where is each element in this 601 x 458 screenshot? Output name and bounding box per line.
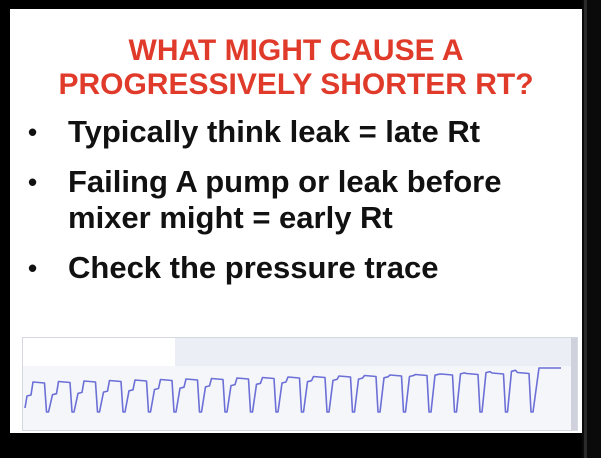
slide-title: WHAT MIGHT CAUSE A PROGRESSIVELY SHORTER…: [10, 34, 582, 102]
bullet-dot-icon: •: [28, 117, 38, 147]
bullet-text-continued: mixer might = early Rt: [68, 200, 393, 235]
trace-scrollbar: [571, 338, 577, 430]
bullet-list: • Typically think leak = late Rt • Faili…: [28, 114, 588, 300]
pressure-trace-line: [24, 367, 561, 413]
pressure-trace-image: [22, 337, 578, 431]
title-line-2: PROGRESSIVELY SHORTER RT?: [58, 68, 534, 101]
bullet-text: Typically think leak = late Rt: [68, 114, 481, 149]
title-line-1: WHAT MIGHT CAUSE A: [128, 34, 464, 67]
right-edge-strip: [584, 0, 587, 458]
bullet-item: • Failing A pump or leak before mixer mi…: [28, 164, 588, 236]
pressure-trace-svg: [24, 367, 561, 413]
bullet-text: Failing A pump or leak before: [68, 164, 502, 199]
trace-header-right: [175, 338, 577, 366]
bullet-dot-icon: •: [28, 167, 38, 197]
bullet-item: • Check the pressure trace: [28, 250, 588, 286]
trace-header-left: [23, 338, 175, 366]
bullet-dot-icon: •: [28, 253, 38, 283]
bullet-item: • Typically think leak = late Rt: [28, 114, 588, 150]
bullet-text: Check the pressure trace: [68, 250, 439, 285]
